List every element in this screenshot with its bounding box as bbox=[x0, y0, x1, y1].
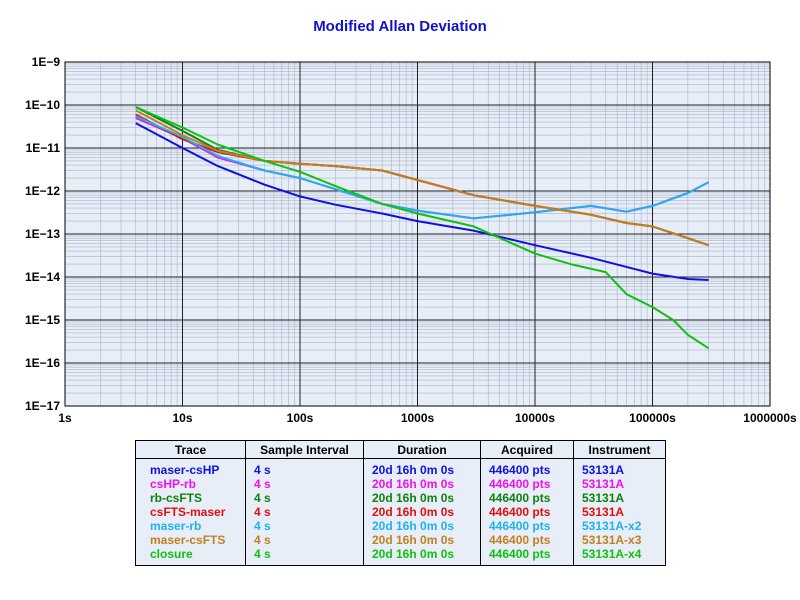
series-line-closure bbox=[135, 106, 710, 350]
cell-acquired: 446400 pts bbox=[480, 505, 574, 519]
series-line-maser-csFTS bbox=[135, 109, 709, 247]
cell-instrument: 53131A-x2 bbox=[573, 519, 666, 533]
cell-interval: 4 s bbox=[245, 519, 364, 533]
cell-duration: 20d 16h 0m 0s bbox=[363, 505, 481, 519]
y-tick-label: 1E−13 bbox=[25, 227, 60, 241]
y-tick-label: 1E−16 bbox=[25, 356, 60, 370]
cell-duration: 20d 16h 0m 0s bbox=[363, 491, 481, 505]
table-header-row: Trace Sample Interval Duration Acquired … bbox=[135, 440, 666, 459]
cell-trace: maser-csFTS bbox=[135, 533, 246, 547]
header-trace: Trace bbox=[135, 440, 246, 459]
cell-trace: maser-csHP bbox=[135, 458, 246, 477]
header-acquired: Acquired bbox=[480, 440, 574, 459]
cell-trace: csHP-rb bbox=[135, 477, 246, 491]
y-tick-label: 1E−14 bbox=[25, 270, 60, 284]
x-tick-labels: 1s 10s 100s 1000s 10000s 100000s 1000000s bbox=[58, 411, 797, 425]
y-tick-label: 1E−15 bbox=[25, 313, 60, 327]
cell-duration: 20d 16h 0m 0s bbox=[363, 458, 481, 477]
y-tick-label: 1E−9 bbox=[32, 55, 61, 69]
cell-acquired: 446400 pts bbox=[480, 458, 574, 477]
cell-duration: 20d 16h 0m 0s bbox=[363, 547, 481, 566]
cell-acquired: 446400 pts bbox=[480, 491, 574, 505]
allan-deviation-chart: 1s 10s 100s 1000s 10000s 100000s 1000000s 1E−9… bbox=[25, 55, 797, 425]
cell-instrument: 53131A-x3 bbox=[573, 533, 666, 547]
table-row: maser-csFTS 4 s 20d 16h 0m 0s 446400 pts 531… bbox=[135, 533, 666, 547]
cell-interval: 4 s bbox=[245, 547, 364, 566]
cell-interval: 4 s bbox=[245, 491, 364, 505]
series-line-maser-rb bbox=[135, 115, 710, 220]
cell-trace: csFTS-maser bbox=[135, 505, 246, 519]
y-tick-label: 1E−10 bbox=[25, 98, 60, 112]
chart-title: Modified Allan Deviation bbox=[313, 18, 487, 35]
header-instrument: Instrument bbox=[573, 440, 666, 459]
table-row: maser-rb 4 s 20d 16h 0m 0s 446400 pts 53131A… bbox=[135, 519, 666, 533]
y-tick-label: 1E−12 bbox=[25, 184, 60, 198]
cell-duration: 20d 16h 0m 0s bbox=[363, 519, 481, 533]
cell-acquired: 446400 pts bbox=[480, 547, 574, 566]
cell-interval: 4 s bbox=[245, 533, 364, 547]
y-tick-label: 1E−11 bbox=[26, 141, 61, 155]
cell-interval: 4 s bbox=[245, 505, 364, 519]
y-tick-labels: 1E−9 1E−10 1E−11 1E−12 1E−13 1E−14 1E−15 1E−16 1… bbox=[25, 55, 60, 413]
cell-acquired: 446400 pts bbox=[480, 533, 574, 547]
table-row: csHP-rb 4 s 20d 16h 0m 0s 446400 pts 53131A bbox=[135, 477, 666, 491]
cell-instrument: 53131A-x4 bbox=[573, 547, 666, 566]
x-tick-label: 1000000s bbox=[743, 411, 797, 425]
cell-instrument: 53131A bbox=[573, 477, 666, 491]
trace-table: Trace Sample Interval Duration Acquired … bbox=[135, 440, 666, 566]
cell-interval: 4 s bbox=[245, 477, 364, 491]
header-sample-interval: Sample Interval bbox=[245, 440, 364, 459]
cell-acquired: 446400 pts bbox=[480, 519, 574, 533]
cell-trace: maser-rb bbox=[135, 519, 246, 533]
cell-acquired: 446400 pts bbox=[480, 477, 574, 491]
x-tick-label: 10s bbox=[172, 411, 192, 425]
series-line-maser-csHP bbox=[135, 122, 709, 281]
series-layer bbox=[135, 106, 710, 350]
cell-interval: 4 s bbox=[245, 458, 364, 477]
cell-instrument: 53131A bbox=[573, 505, 666, 519]
cell-trace: closure bbox=[135, 547, 246, 566]
header-duration: Duration bbox=[363, 440, 481, 459]
table-row: csFTS-maser 4 s 20d 16h 0m 0s 446400 pts 531… bbox=[135, 505, 666, 519]
cell-trace: rb-csFTS bbox=[135, 491, 246, 505]
cell-duration: 20d 16h 0m 0s bbox=[363, 533, 481, 547]
cell-duration: 20d 16h 0m 0s bbox=[363, 477, 481, 491]
x-tick-label: 1000s bbox=[401, 411, 435, 425]
table-row: maser-csHP 4 s 20d 16h 0m 0s 446400 pts 5313… bbox=[135, 458, 666, 477]
x-tick-label: 100000s bbox=[629, 411, 676, 425]
table-row: rb-csFTS 4 s 20d 16h 0m 0s 446400 pts 53131A bbox=[135, 491, 666, 505]
x-tick-label: 1s bbox=[58, 411, 72, 425]
y-tick-label: 1E−17 bbox=[25, 399, 60, 413]
table-body: maser-csHP 4 s 20d 16h 0m 0s 446400 pts 5313… bbox=[135, 458, 666, 566]
plot-frame bbox=[64, 61, 771, 407]
table-row: closure 4 s 20d 16h 0m 0s 446400 pts 53131A-… bbox=[135, 547, 666, 566]
cell-instrument: 53131A bbox=[573, 491, 666, 505]
x-tick-label: 10000s bbox=[515, 411, 555, 425]
x-tick-label: 100s bbox=[287, 411, 314, 425]
cell-instrument: 53131A bbox=[573, 458, 666, 477]
